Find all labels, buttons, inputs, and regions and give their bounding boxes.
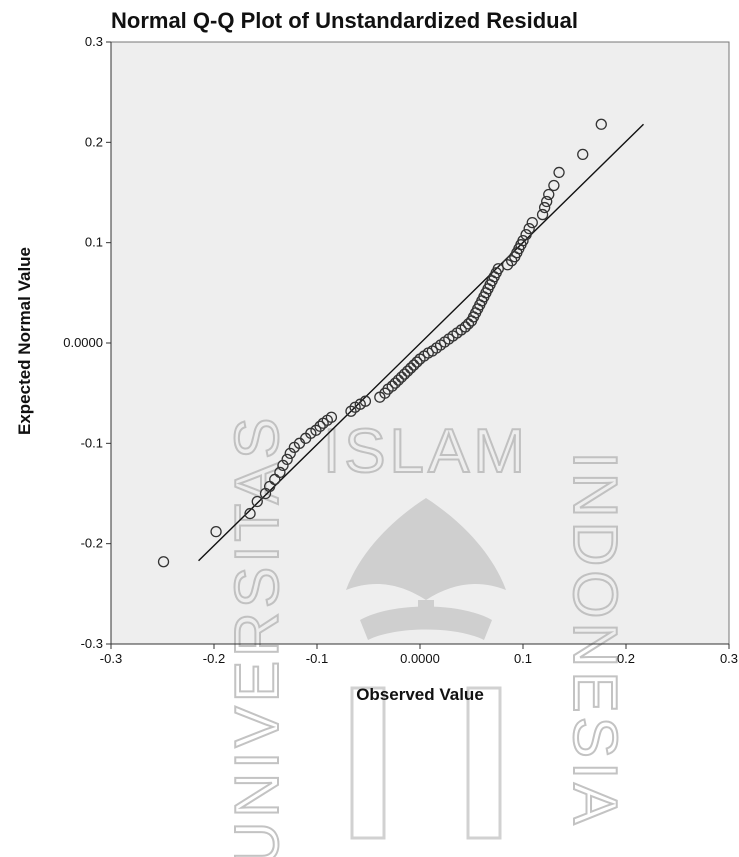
data-point xyxy=(526,216,538,229)
data-point xyxy=(281,453,293,466)
x-tick-label: 0.2 xyxy=(617,651,635,666)
data-point xyxy=(157,556,170,568)
data-point xyxy=(492,263,504,275)
y-tick-label: 0.0000 xyxy=(63,335,103,350)
data-point xyxy=(244,507,256,520)
data-point xyxy=(314,420,326,432)
data-point xyxy=(395,371,408,383)
watermark: ISLAM UNIVERSITAS INDONESIA xyxy=(222,413,630,857)
data-point xyxy=(523,222,535,235)
reference-line-layer xyxy=(198,123,645,562)
points-layer xyxy=(157,118,607,568)
data-point xyxy=(411,356,423,368)
y-tick-label: -0.1 xyxy=(81,435,103,450)
data-point xyxy=(517,235,529,247)
y-tick-label: -0.2 xyxy=(81,536,103,551)
data-point xyxy=(310,424,322,436)
x-tick-label: 0.0000 xyxy=(400,651,440,666)
data-point xyxy=(595,118,607,130)
data-point xyxy=(386,380,398,392)
data-point xyxy=(520,228,532,241)
x-tick-label: -0.3 xyxy=(100,651,122,666)
data-point xyxy=(405,362,417,374)
data-point xyxy=(543,188,555,201)
data-point xyxy=(274,466,286,479)
y-tick-label: 0.2 xyxy=(85,134,103,149)
data-point xyxy=(210,525,222,538)
data-point xyxy=(284,447,296,460)
watermark-left-text: UNIVERSITAS xyxy=(223,414,292,857)
y-tick-label: 0.1 xyxy=(85,235,103,250)
data-point xyxy=(501,259,514,271)
data-point xyxy=(553,166,565,179)
y-axis-label: Expected Normal Value xyxy=(15,247,34,435)
data-point xyxy=(277,459,289,472)
y-tick-label: -0.3 xyxy=(81,636,103,651)
y-tick-label: 0.3 xyxy=(85,34,103,49)
data-point xyxy=(398,368,411,380)
x-tick-label: -0.2 xyxy=(203,651,225,666)
data-point xyxy=(401,365,414,377)
x-tick-label: 0.1 xyxy=(514,651,532,666)
data-point xyxy=(359,395,372,407)
university-emblem xyxy=(346,498,506,840)
x-tick-label: 0.3 xyxy=(720,651,738,666)
data-point xyxy=(389,377,401,389)
reference-line xyxy=(198,123,645,562)
axes: -0.3 -0.2 -0.1 0.0000 0.1 0.2 0.3 -0.3 -0.2 -0.1 0… xyxy=(63,34,738,666)
watermark-right-text: INDONESIA xyxy=(560,451,629,828)
data-point xyxy=(577,148,589,161)
data-point xyxy=(392,374,405,386)
data-point xyxy=(548,179,560,192)
x-tick-label: -0.1 xyxy=(306,651,328,666)
watermark-top-text: ISLAM xyxy=(323,417,529,486)
data-point xyxy=(251,495,263,508)
chart-title: Normal Q-Q Plot of Unstandardized Residu… xyxy=(111,8,578,33)
data-point xyxy=(538,201,551,214)
data-point xyxy=(541,195,553,208)
data-point xyxy=(345,405,357,417)
data-point xyxy=(459,321,471,333)
data-point xyxy=(536,208,549,221)
data-point xyxy=(325,411,338,423)
data-point xyxy=(408,359,420,371)
x-axis-label: Observed Value xyxy=(356,685,484,704)
